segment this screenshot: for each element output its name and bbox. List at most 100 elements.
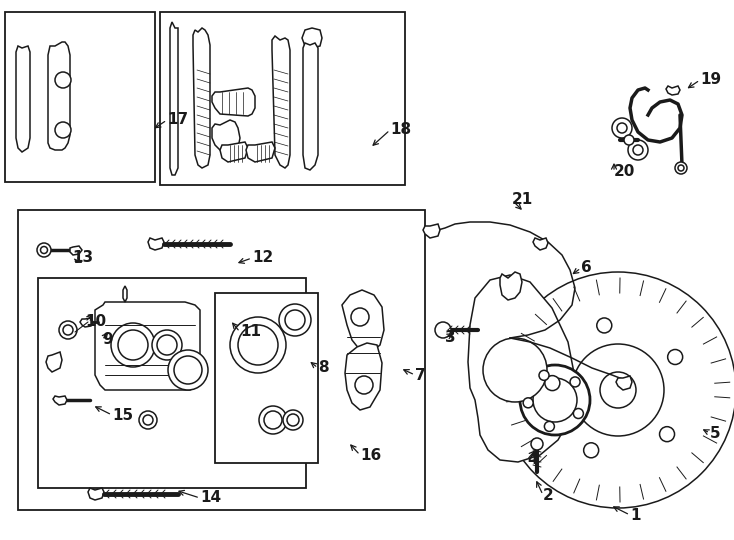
Circle shape: [143, 415, 153, 425]
Text: 21: 21: [512, 192, 533, 207]
Text: 10: 10: [85, 314, 106, 329]
Polygon shape: [123, 286, 127, 302]
Circle shape: [118, 330, 148, 360]
Text: 7: 7: [415, 368, 426, 382]
Polygon shape: [70, 246, 82, 255]
Bar: [160, 12, 405, 185]
Circle shape: [63, 325, 73, 335]
Circle shape: [152, 330, 182, 360]
Circle shape: [624, 135, 634, 145]
Circle shape: [612, 118, 632, 138]
Polygon shape: [342, 290, 384, 353]
Circle shape: [230, 317, 286, 373]
Circle shape: [668, 349, 683, 364]
Polygon shape: [193, 28, 210, 168]
Polygon shape: [616, 376, 632, 390]
Circle shape: [287, 414, 299, 426]
Circle shape: [597, 318, 611, 333]
Circle shape: [259, 406, 287, 434]
Circle shape: [570, 377, 580, 387]
Circle shape: [238, 325, 278, 365]
Circle shape: [157, 335, 177, 355]
Polygon shape: [303, 43, 318, 170]
Circle shape: [111, 323, 155, 367]
Circle shape: [174, 356, 202, 384]
Circle shape: [500, 272, 734, 508]
Polygon shape: [246, 142, 275, 162]
Circle shape: [40, 246, 48, 253]
Polygon shape: [220, 142, 248, 162]
Circle shape: [660, 427, 675, 442]
Circle shape: [279, 304, 311, 336]
Circle shape: [533, 378, 577, 422]
Polygon shape: [95, 302, 200, 390]
Polygon shape: [212, 88, 255, 116]
Text: 13: 13: [72, 251, 93, 266]
Bar: [215, 293, 318, 463]
Text: 14: 14: [200, 490, 221, 505]
Circle shape: [531, 438, 543, 450]
Text: 20: 20: [614, 165, 636, 179]
Polygon shape: [302, 28, 322, 48]
Circle shape: [628, 140, 648, 160]
Circle shape: [678, 165, 684, 171]
Polygon shape: [468, 275, 575, 462]
Circle shape: [573, 408, 584, 418]
Text: 16: 16: [360, 448, 381, 462]
Circle shape: [539, 370, 549, 380]
Polygon shape: [500, 272, 522, 300]
Polygon shape: [212, 120, 240, 152]
Text: 2: 2: [543, 488, 553, 503]
Text: 5: 5: [710, 426, 721, 441]
Circle shape: [523, 398, 533, 408]
Circle shape: [351, 308, 369, 326]
Circle shape: [264, 411, 282, 429]
Circle shape: [283, 410, 303, 430]
Text: 9: 9: [102, 333, 112, 348]
Bar: [5, 12, 155, 182]
Circle shape: [355, 376, 373, 394]
Bar: [38, 278, 306, 488]
Text: 17: 17: [167, 112, 188, 127]
Circle shape: [168, 350, 208, 390]
Polygon shape: [345, 343, 382, 410]
Circle shape: [572, 344, 664, 436]
Polygon shape: [423, 224, 440, 238]
Polygon shape: [148, 238, 164, 250]
Polygon shape: [80, 318, 93, 327]
Polygon shape: [272, 36, 290, 168]
Circle shape: [675, 162, 687, 174]
Circle shape: [59, 321, 77, 339]
Polygon shape: [666, 86, 680, 95]
Polygon shape: [48, 42, 70, 150]
Circle shape: [520, 365, 590, 435]
Text: 12: 12: [252, 251, 273, 266]
Polygon shape: [53, 396, 67, 405]
Circle shape: [617, 123, 627, 133]
Circle shape: [483, 338, 547, 402]
Circle shape: [600, 372, 636, 408]
Circle shape: [633, 145, 643, 155]
Text: 3: 3: [445, 330, 456, 346]
Circle shape: [285, 310, 305, 330]
Text: 8: 8: [318, 361, 329, 375]
Circle shape: [139, 411, 157, 429]
Text: 6: 6: [581, 260, 592, 275]
Circle shape: [545, 376, 560, 390]
Circle shape: [37, 243, 51, 257]
Circle shape: [435, 322, 451, 338]
Polygon shape: [46, 352, 62, 372]
Circle shape: [55, 72, 71, 88]
Circle shape: [55, 122, 71, 138]
Text: 11: 11: [240, 325, 261, 340]
Bar: [18, 210, 425, 510]
Polygon shape: [533, 238, 548, 250]
Polygon shape: [16, 46, 30, 152]
Text: 4: 4: [527, 453, 537, 468]
Text: 1: 1: [630, 508, 641, 523]
Polygon shape: [170, 22, 178, 175]
Polygon shape: [88, 488, 104, 500]
Text: 19: 19: [700, 72, 721, 87]
Text: 15: 15: [112, 408, 133, 422]
Text: 18: 18: [390, 123, 411, 138]
